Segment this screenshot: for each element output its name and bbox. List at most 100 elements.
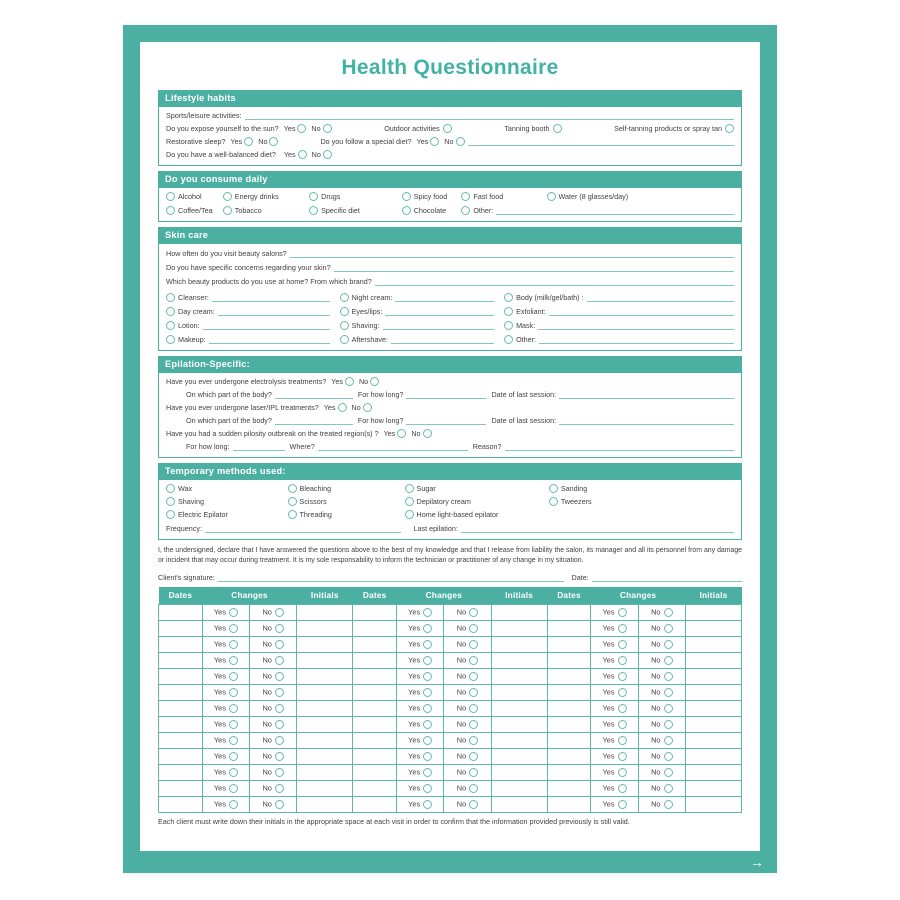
write-in-line[interactable] — [244, 111, 734, 120]
write-in-line[interactable] — [382, 321, 495, 330]
dates-cell[interactable] — [158, 667, 203, 685]
radio-product[interactable] — [339, 293, 349, 302]
write-in-line[interactable] — [385, 307, 495, 316]
dates-cell[interactable] — [352, 795, 398, 813]
radio-product[interactable] — [504, 293, 514, 302]
dates-cell[interactable] — [158, 779, 203, 797]
radio-yes[interactable] — [617, 623, 627, 633]
radio-product[interactable] — [339, 321, 349, 330]
initials-cell[interactable] — [684, 763, 743, 781]
radio-no[interactable] — [663, 671, 673, 681]
radio-yes[interactable] — [617, 607, 627, 617]
dates-cell[interactable] — [352, 603, 398, 621]
write-in-line[interactable] — [538, 321, 734, 330]
radio-product[interactable] — [166, 307, 175, 316]
write-in-line[interactable] — [406, 416, 487, 425]
radio-product[interactable] — [166, 293, 175, 302]
radio-no[interactable] — [274, 623, 284, 633]
write-in-line[interactable] — [395, 293, 495, 302]
radio-no[interactable] — [663, 719, 673, 729]
dates-cell[interactable] — [158, 747, 203, 765]
radio-yes[interactable] — [244, 137, 254, 146]
write-in-line[interactable] — [202, 321, 330, 330]
radio-yes[interactable] — [228, 799, 238, 809]
radio-method[interactable] — [404, 496, 414, 506]
radio-no[interactable] — [663, 623, 673, 633]
radio-yes[interactable] — [228, 735, 238, 745]
initials-cell[interactable] — [490, 779, 548, 797]
radio-no[interactable] — [663, 607, 673, 617]
radio-yes[interactable] — [430, 137, 440, 146]
radio-yes[interactable] — [228, 655, 238, 665]
radio-no[interactable] — [322, 124, 332, 133]
dates-cell[interactable] — [158, 795, 203, 813]
radio-yes[interactable] — [423, 799, 433, 809]
radio-no[interactable] — [663, 767, 673, 777]
dates-cell[interactable] — [352, 731, 398, 749]
radio-yes[interactable] — [423, 751, 433, 761]
dates-cell[interactable] — [546, 651, 592, 669]
radio-no[interactable] — [370, 377, 380, 386]
radio-no[interactable] — [274, 735, 284, 745]
radio-no[interactable] — [422, 429, 432, 438]
radio-yes[interactable] — [397, 429, 407, 438]
write-in-line[interactable] — [374, 277, 734, 286]
dates-cell[interactable] — [352, 763, 398, 781]
initials-cell[interactable] — [490, 747, 548, 765]
dates-cell[interactable] — [158, 715, 203, 733]
radio-consume[interactable] — [166, 206, 175, 215]
initials-cell[interactable] — [684, 779, 743, 797]
radio-consume[interactable] — [166, 192, 175, 201]
radio-outdoor-activities[interactable] — [442, 124, 452, 133]
initials-cell[interactable] — [490, 763, 548, 781]
radio-product[interactable] — [504, 307, 514, 316]
dates-cell[interactable] — [352, 619, 398, 637]
initials-cell[interactable] — [684, 683, 743, 701]
radio-method[interactable] — [166, 509, 175, 519]
radio-consume[interactable] — [461, 192, 471, 201]
write-in-line[interactable] — [496, 206, 734, 215]
dates-cell[interactable] — [546, 635, 592, 653]
radio-yes[interactable] — [423, 735, 433, 745]
radio-no[interactable] — [469, 703, 479, 713]
write-in-line[interactable] — [586, 293, 734, 302]
radio-no[interactable] — [274, 687, 284, 697]
dates-cell[interactable] — [158, 603, 203, 621]
write-in-line[interactable] — [274, 416, 353, 425]
initials-cell[interactable] — [490, 731, 548, 749]
dates-cell[interactable] — [546, 763, 592, 781]
radio-no[interactable] — [663, 783, 673, 793]
radio-consume[interactable] — [401, 192, 411, 201]
radio-yes[interactable] — [423, 687, 433, 697]
radio-yes[interactable] — [423, 639, 433, 649]
radio-yes[interactable] — [344, 377, 354, 386]
dates-cell[interactable] — [546, 603, 592, 621]
initials-cell[interactable] — [296, 747, 354, 765]
write-in-line[interactable] — [406, 390, 487, 399]
dates-cell[interactable] — [546, 731, 592, 749]
initials-cell[interactable] — [296, 603, 354, 621]
radio-no[interactable] — [469, 607, 479, 617]
signature-line[interactable] — [217, 573, 564, 582]
radio-consume[interactable] — [546, 192, 556, 201]
radio-method[interactable] — [166, 496, 175, 506]
initials-cell[interactable] — [296, 795, 354, 813]
radio-method[interactable] — [404, 509, 414, 519]
write-in-line[interactable] — [559, 390, 734, 399]
radio-yes[interactable] — [617, 735, 627, 745]
radio-yes[interactable] — [617, 751, 627, 761]
dates-cell[interactable] — [158, 683, 203, 701]
initials-cell[interactable] — [490, 635, 548, 653]
radio-yes[interactable] — [423, 655, 433, 665]
radio-method[interactable] — [548, 496, 558, 506]
radio-no[interactable] — [469, 783, 479, 793]
dates-cell[interactable] — [158, 635, 203, 653]
initials-cell[interactable] — [296, 651, 354, 669]
radio-no[interactable] — [455, 137, 465, 146]
radio-yes[interactable] — [617, 687, 627, 697]
radio-no[interactable] — [469, 719, 479, 729]
radio-yes[interactable] — [617, 655, 627, 665]
initials-cell[interactable] — [684, 635, 743, 653]
radio-yes[interactable] — [617, 639, 627, 649]
radio-product[interactable] — [166, 335, 175, 344]
